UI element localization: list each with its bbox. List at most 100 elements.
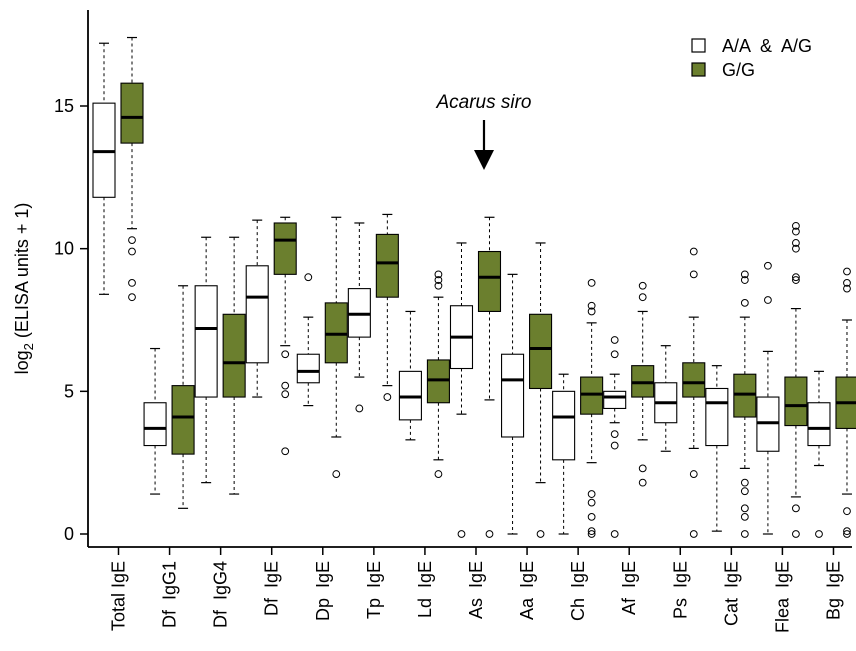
iqr-box [375, 233, 399, 298]
box-aa-ag [347, 222, 371, 413]
outlier-point [792, 244, 800, 253]
iqr-box [194, 285, 218, 398]
x-tick-label: Ld IgE [415, 561, 435, 618]
x-tick-label: Ch IgE [568, 561, 588, 621]
iqr-box [501, 353, 525, 438]
outlier-point [434, 276, 443, 284]
outlier-point [740, 487, 749, 496]
iqr-box [784, 376, 808, 427]
box-aa-ag [143, 347, 167, 495]
axes-layer [80, 10, 852, 555]
iqr-box [120, 82, 144, 144]
outlier-point [434, 470, 443, 478]
y-axis-title-rest: (ELISA units + 1) [12, 203, 32, 344]
box-aa-ag [654, 345, 678, 452]
outlier-point [587, 512, 596, 521]
box-gg [631, 281, 655, 487]
iqr-box [552, 390, 576, 461]
outlier-point [610, 441, 619, 450]
legend-swatch [691, 62, 706, 77]
x-tick-label: Df IgG4 [211, 561, 231, 628]
iqr-box [477, 250, 502, 312]
outlier-point [610, 350, 619, 359]
box-gg [324, 216, 348, 478]
x-tick-label: Dp IgE [313, 561, 333, 621]
box-gg [477, 216, 502, 538]
outlier-point [610, 530, 619, 538]
outlier-point [740, 504, 749, 513]
box-aa-ag [501, 273, 525, 535]
outlier-point [740, 478, 749, 487]
outlier-point [843, 507, 851, 516]
y-tick-label: 15 [54, 96, 74, 116]
outlier-point [587, 279, 596, 287]
outlier-point [792, 273, 800, 282]
outlier-point [843, 527, 851, 536]
outlier-point [740, 298, 749, 307]
outlier-point [536, 530, 545, 538]
annotation-arrow-head [473, 150, 494, 170]
outlier-point [128, 236, 136, 245]
box-aa-ag [705, 365, 729, 532]
box-aa-ag [552, 373, 576, 535]
x-tick-label: Total IgE [109, 561, 129, 631]
annotation-layer: Acarus siro [435, 92, 532, 170]
outlier-point [128, 293, 136, 302]
iqr-box [682, 362, 706, 398]
box-aa-ag [603, 336, 627, 538]
x-tick-label: Df IgG1 [160, 561, 180, 628]
boxes-layer [92, 36, 856, 538]
outlier-point [281, 381, 290, 390]
outlier-point [587, 301, 596, 310]
box-gg [375, 213, 399, 401]
x-tick-label: Flea IgE [772, 561, 792, 633]
x-tick-label: Aa IgE [517, 561, 537, 620]
annotation-label: Acarus siro [435, 92, 531, 113]
y-axis-title-main: log [12, 350, 32, 374]
outlier-point [792, 227, 800, 236]
outlier-point [815, 530, 823, 538]
outlier-point [792, 504, 800, 513]
outlier-point [843, 284, 851, 293]
box-gg [733, 270, 757, 538]
iqr-box [603, 390, 627, 410]
box-aa-ag [449, 242, 474, 538]
box-gg [120, 36, 144, 302]
outlier-point [128, 279, 136, 287]
outlier-point [792, 530, 800, 538]
iqr-box [245, 265, 269, 364]
outlier-point [689, 470, 698, 478]
outlier-point [764, 261, 772, 270]
outlier-point [587, 498, 596, 507]
iqr-box [296, 353, 320, 384]
iqr-box [143, 402, 167, 447]
box-aa-ag [398, 310, 422, 441]
outlier-point [764, 296, 772, 304]
outlier-point [610, 336, 619, 344]
outlier-point [689, 270, 698, 279]
iqr-box [171, 385, 195, 455]
outlier-point [434, 270, 443, 279]
outlier-point [843, 267, 851, 276]
iqr-box [222, 313, 246, 398]
x-tick-label: As IgE [466, 561, 486, 619]
outlier-point [740, 270, 749, 279]
outlier-point [638, 281, 647, 290]
box-aa-ag [92, 42, 116, 295]
outlier-point [281, 447, 290, 456]
legend-label: A/A & A/G [722, 36, 812, 56]
outlier-point [610, 430, 619, 439]
outlier-point [792, 239, 800, 247]
x-tick-label: Tp IgE [364, 561, 384, 619]
outlier-point [281, 390, 290, 399]
box-gg [784, 221, 808, 538]
outlier-point [587, 490, 596, 498]
outlier-point [792, 276, 800, 284]
iqr-box [273, 222, 297, 275]
outlier-point [740, 512, 749, 521]
outlier-point [332, 470, 341, 478]
box-aa-ag [807, 370, 831, 538]
outlier-point [843, 530, 851, 538]
outlier-point [434, 281, 443, 290]
